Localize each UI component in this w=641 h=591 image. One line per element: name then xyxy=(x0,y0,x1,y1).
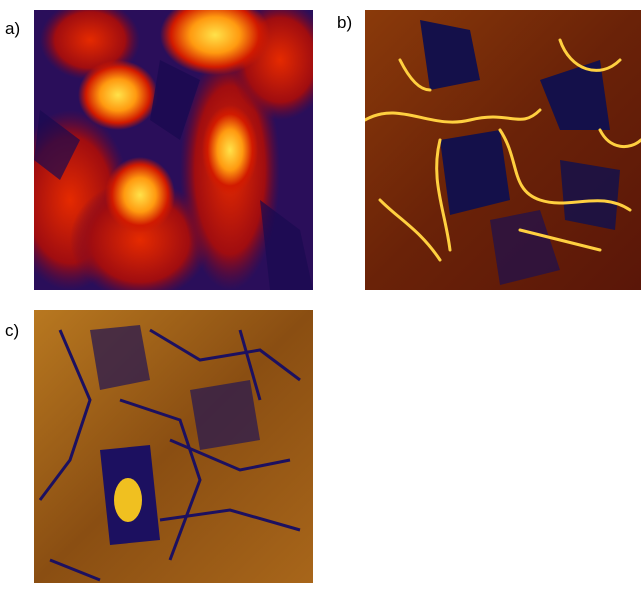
figure: a) b) c) xyxy=(0,0,641,586)
panel-label: b) xyxy=(337,13,352,32)
image-b xyxy=(365,10,641,290)
panel-label: a) xyxy=(5,19,20,38)
panel-label: c) xyxy=(5,321,19,340)
image-a xyxy=(10,0,330,300)
image-c xyxy=(34,310,313,583)
